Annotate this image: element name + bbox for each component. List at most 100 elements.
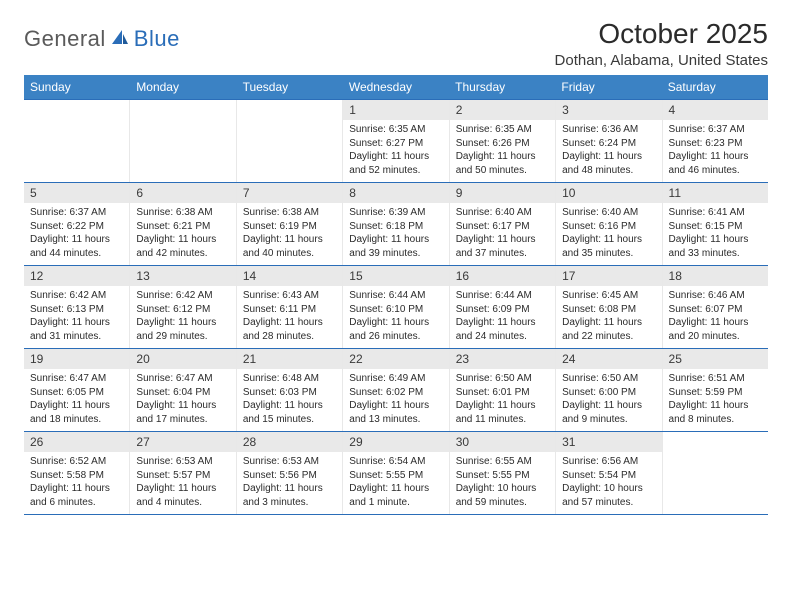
sunset-text: Sunset: 6:18 PM [349,220,442,234]
calendar-day-cell: 30Sunrise: 6:55 AMSunset: 5:55 PMDayligh… [450,432,556,514]
daylight-text: Daylight: 11 hours and 29 minutes. [136,316,229,343]
sunrise-text: Sunrise: 6:38 AM [136,206,229,220]
calendar-day-cell: 2Sunrise: 6:35 AMSunset: 6:26 PMDaylight… [450,100,556,182]
sunrise-text: Sunrise: 6:42 AM [30,289,123,303]
calendar-week-row: 5Sunrise: 6:37 AMSunset: 6:22 PMDaylight… [24,183,768,266]
day-details: Sunrise: 6:42 AMSunset: 6:12 PMDaylight:… [130,286,235,348]
sunrise-text: Sunrise: 6:55 AM [456,455,549,469]
daylight-text: Daylight: 11 hours and 31 minutes. [30,316,123,343]
sunset-text: Sunset: 6:15 PM [669,220,762,234]
sunrise-text: Sunrise: 6:37 AM [669,123,762,137]
daylight-text: Daylight: 11 hours and 4 minutes. [136,482,229,509]
logo: General Blue [24,26,180,52]
sunset-text: Sunset: 6:19 PM [243,220,336,234]
day-number: 11 [663,183,768,203]
day-number: 13 [130,266,235,286]
calendar-day-cell: 1Sunrise: 6:35 AMSunset: 6:27 PMDaylight… [343,100,449,182]
sunrise-text: Sunrise: 6:56 AM [562,455,655,469]
calendar-day-cell: 24Sunrise: 6:50 AMSunset: 6:00 PMDayligh… [556,349,662,431]
sunrise-text: Sunrise: 6:49 AM [349,372,442,386]
calendar-day-cell: 8Sunrise: 6:39 AMSunset: 6:18 PMDaylight… [343,183,449,265]
calendar-day-cell: 12Sunrise: 6:42 AMSunset: 6:13 PMDayligh… [24,266,130,348]
daylight-text: Daylight: 11 hours and 28 minutes. [243,316,336,343]
sunrise-text: Sunrise: 6:50 AM [562,372,655,386]
calendar-day-cell: 15Sunrise: 6:44 AMSunset: 6:10 PMDayligh… [343,266,449,348]
calendar-day-cell: 14Sunrise: 6:43 AMSunset: 6:11 PMDayligh… [237,266,343,348]
daylight-text: Daylight: 11 hours and 26 minutes. [349,316,442,343]
sunset-text: Sunset: 6:13 PM [30,303,123,317]
daylight-text: Daylight: 11 hours and 35 minutes. [562,233,655,260]
calendar-day-cell: 5Sunrise: 6:37 AMSunset: 6:22 PMDaylight… [24,183,130,265]
day-details: Sunrise: 6:40 AMSunset: 6:16 PMDaylight:… [556,203,661,265]
calendar-day-cell: 7Sunrise: 6:38 AMSunset: 6:19 PMDaylight… [237,183,343,265]
daylight-text: Daylight: 11 hours and 44 minutes. [30,233,123,260]
calendar-week-row: 1Sunrise: 6:35 AMSunset: 6:27 PMDaylight… [24,100,768,183]
daylight-text: Daylight: 11 hours and 24 minutes. [456,316,549,343]
calendar-empty-cell [24,100,130,182]
daylight-text: Daylight: 11 hours and 22 minutes. [562,316,655,343]
calendar-day-cell: 18Sunrise: 6:46 AMSunset: 6:07 PMDayligh… [663,266,768,348]
sunrise-text: Sunrise: 6:41 AM [669,206,762,220]
sunset-text: Sunset: 6:23 PM [669,137,762,151]
day-number: 2 [450,100,555,120]
daylight-text: Daylight: 11 hours and 1 minute. [349,482,442,509]
sunset-text: Sunset: 6:16 PM [562,220,655,234]
calendar-day-cell: 10Sunrise: 6:40 AMSunset: 6:16 PMDayligh… [556,183,662,265]
day-number: 30 [450,432,555,452]
daylight-text: Daylight: 11 hours and 11 minutes. [456,399,549,426]
daylight-text: Daylight: 11 hours and 13 minutes. [349,399,442,426]
sunrise-text: Sunrise: 6:42 AM [136,289,229,303]
day-details: Sunrise: 6:53 AMSunset: 5:56 PMDaylight:… [237,452,342,514]
header-row: General Blue October 2025 Dothan, Alabam… [24,18,768,69]
calendar-week-row: 12Sunrise: 6:42 AMSunset: 6:13 PMDayligh… [24,266,768,349]
daylight-text: Daylight: 11 hours and 8 minutes. [669,399,762,426]
day-details: Sunrise: 6:41 AMSunset: 6:15 PMDaylight:… [663,203,768,265]
sunset-text: Sunset: 6:10 PM [349,303,442,317]
calendar-header-row: SundayMondayTuesdayWednesdayThursdayFrid… [24,75,768,100]
calendar-table: SundayMondayTuesdayWednesdayThursdayFrid… [24,75,768,515]
sunset-text: Sunset: 6:22 PM [30,220,123,234]
sunrise-text: Sunrise: 6:36 AM [562,123,655,137]
day-number: 29 [343,432,448,452]
sunset-text: Sunset: 6:07 PM [669,303,762,317]
day-details: Sunrise: 6:38 AMSunset: 6:21 PMDaylight:… [130,203,235,265]
sunset-text: Sunset: 6:09 PM [456,303,549,317]
day-details: Sunrise: 6:48 AMSunset: 6:03 PMDaylight:… [237,369,342,431]
day-number: 9 [450,183,555,203]
calendar-day-cell: 23Sunrise: 6:50 AMSunset: 6:01 PMDayligh… [450,349,556,431]
daylight-text: Daylight: 10 hours and 57 minutes. [562,482,655,509]
calendar-day-cell: 27Sunrise: 6:53 AMSunset: 5:57 PMDayligh… [130,432,236,514]
sunset-text: Sunset: 5:55 PM [349,469,442,483]
day-number: 6 [130,183,235,203]
day-number: 16 [450,266,555,286]
sunrise-text: Sunrise: 6:43 AM [243,289,336,303]
calendar-day-cell: 29Sunrise: 6:54 AMSunset: 5:55 PMDayligh… [343,432,449,514]
sunrise-text: Sunrise: 6:46 AM [669,289,762,303]
daylight-text: Daylight: 11 hours and 9 minutes. [562,399,655,426]
daylight-text: Daylight: 11 hours and 42 minutes. [136,233,229,260]
calendar-day-cell: 3Sunrise: 6:36 AMSunset: 6:24 PMDaylight… [556,100,662,182]
weekday-header: Sunday [24,75,130,99]
day-details: Sunrise: 6:50 AMSunset: 6:00 PMDaylight:… [556,369,661,431]
calendar-week-row: 19Sunrise: 6:47 AMSunset: 6:05 PMDayligh… [24,349,768,432]
day-details: Sunrise: 6:51 AMSunset: 5:59 PMDaylight:… [663,369,768,431]
day-details: Sunrise: 6:35 AMSunset: 6:27 PMDaylight:… [343,120,448,182]
sunset-text: Sunset: 6:17 PM [456,220,549,234]
day-details: Sunrise: 6:36 AMSunset: 6:24 PMDaylight:… [556,120,661,182]
daylight-text: Daylight: 10 hours and 59 minutes. [456,482,549,509]
day-details: Sunrise: 6:47 AMSunset: 6:04 PMDaylight:… [130,369,235,431]
logo-text-general: General [24,26,106,52]
sunset-text: Sunset: 6:26 PM [456,137,549,151]
day-details: Sunrise: 6:44 AMSunset: 6:10 PMDaylight:… [343,286,448,348]
calendar-empty-cell [663,432,768,514]
calendar-day-cell: 22Sunrise: 6:49 AMSunset: 6:02 PMDayligh… [343,349,449,431]
sunrise-text: Sunrise: 6:35 AM [456,123,549,137]
calendar-day-cell: 11Sunrise: 6:41 AMSunset: 6:15 PMDayligh… [663,183,768,265]
calendar-empty-cell [130,100,236,182]
sunrise-text: Sunrise: 6:50 AM [456,372,549,386]
sail-icon [110,28,130,51]
day-details: Sunrise: 6:49 AMSunset: 6:02 PMDaylight:… [343,369,448,431]
logo-text-blue: Blue [134,26,180,52]
day-number: 8 [343,183,448,203]
calendar-day-cell: 21Sunrise: 6:48 AMSunset: 6:03 PMDayligh… [237,349,343,431]
